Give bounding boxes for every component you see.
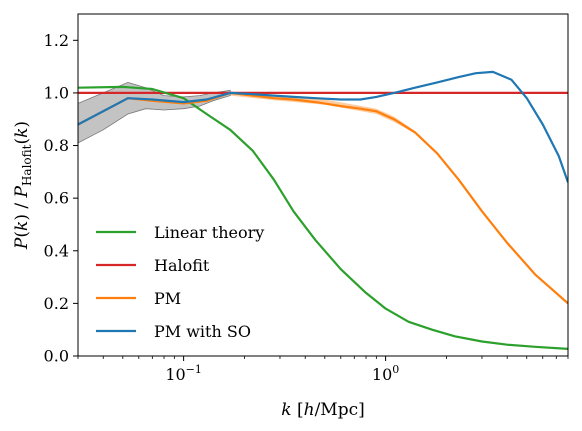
plot-frame (77, 13, 569, 357)
x-tick-label: 100 (372, 363, 399, 384)
series-line-linear-theory (78, 85, 568, 350)
y-tick-label: 0.0 (44, 347, 69, 366)
y-tick-label: 1.2 (44, 31, 69, 50)
y-tick-label: 0.2 (44, 294, 69, 313)
y-axis-label: P(k) / PHalofit(k) (12, 121, 34, 250)
x-tick-label: 10−1 (165, 363, 202, 384)
uncertainty-band (230, 91, 438, 155)
y-tick-label: 1.0 (44, 83, 69, 102)
legend-label: Halofit (154, 256, 210, 275)
legend-label: PM with SO (154, 322, 251, 341)
series-line-pm-with-so (78, 70, 568, 183)
series-line-pm (78, 91, 568, 305)
svg-text:k [h/Mpc]: k [h/Mpc] (281, 400, 364, 420)
svg-text:10−1: 10−1 (165, 363, 202, 384)
legend: Linear theory Halofit PM PM with SO (96, 223, 264, 341)
svg-text:100: 100 (372, 363, 399, 384)
y-tick-label: 0.4 (44, 241, 69, 260)
y-tick-label: 0.8 (44, 136, 69, 155)
y-tick-label: 0.6 (44, 189, 69, 208)
svg-text:P(k) / PHalofit(k): P(k) / PHalofit(k) (12, 121, 34, 250)
legend-label: Linear theory (154, 223, 264, 242)
x-axis-label: k [h/Mpc] (281, 400, 364, 420)
legend-label: PM (154, 289, 181, 308)
